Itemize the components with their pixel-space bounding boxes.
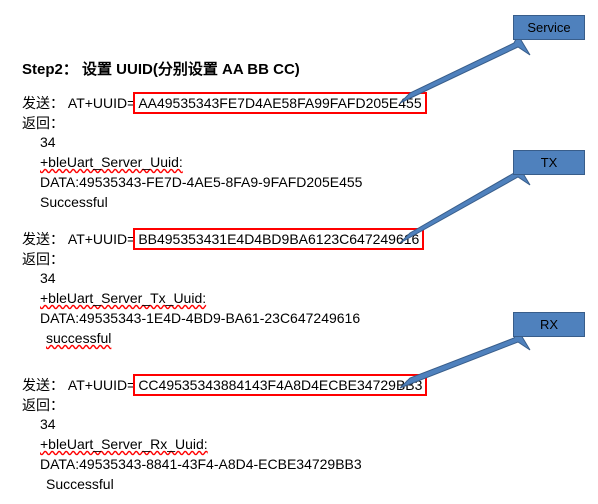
recv-ok-2: successful (46, 330, 111, 346)
callout-tx: TX (513, 150, 585, 175)
recv-name-2: +bleUart_Server_Tx_Uuid: (40, 290, 206, 306)
send-line-1: 发送： AT+UUID=AA49535343FE7D4AE58FA99FAFD2… (22, 92, 427, 114)
recv-label-3: 返回： (22, 395, 64, 415)
send-prefix-3: 发送： AT+UUID= (22, 377, 135, 393)
send-prefix-1: 发送： AT+UUID= (22, 95, 135, 111)
uuid-box-3: CC49535343884143F4A8D4ECBE34729BB3 (133, 374, 427, 396)
recv-34-2: 34 (40, 270, 56, 286)
step-title: Step2： 设置 UUID(分别设置 AA BB CC) (22, 58, 300, 79)
callout-rx: RX (513, 312, 585, 337)
send-prefix-2: 发送： AT+UUID= (22, 231, 135, 247)
recv-label-2: 返回： (22, 249, 64, 269)
recv-ok-1: Successful (40, 194, 108, 210)
recv-name-3: +bleUart_Server_Rx_Uuid: (40, 436, 208, 452)
send-line-3: 发送： AT+UUID=CC49535343884143F4A8D4ECBE34… (22, 374, 427, 396)
uuid-box-2: BB495353431E4D4BD9BA6123C647249616 (133, 228, 424, 250)
recv-ok-3: Successful (46, 476, 114, 492)
recv-34-1: 34 (40, 134, 56, 150)
send-line-2: 发送： AT+UUID=BB495353431E4D4BD9BA6123C647… (22, 228, 424, 250)
recv-34-3: 34 (40, 416, 56, 432)
recv-data-1: DATA:49535343-FE7D-4AE5-8FA9-9FAFD205E45… (40, 174, 362, 190)
recv-label-1: 返回： (22, 113, 64, 133)
recv-data-3: DATA:49535343-8841-43F4-A8D4-ECBE34729BB… (40, 456, 362, 472)
recv-name-1: +bleUart_Server_Uuid: (40, 154, 183, 170)
callout-service: Service (513, 15, 585, 40)
recv-data-2: DATA:49535343-1E4D-4BD9-BA61-23C64724961… (40, 310, 360, 326)
uuid-box-1: AA49535343FE7D4AE58FA99FAFD205E455 (133, 92, 426, 114)
